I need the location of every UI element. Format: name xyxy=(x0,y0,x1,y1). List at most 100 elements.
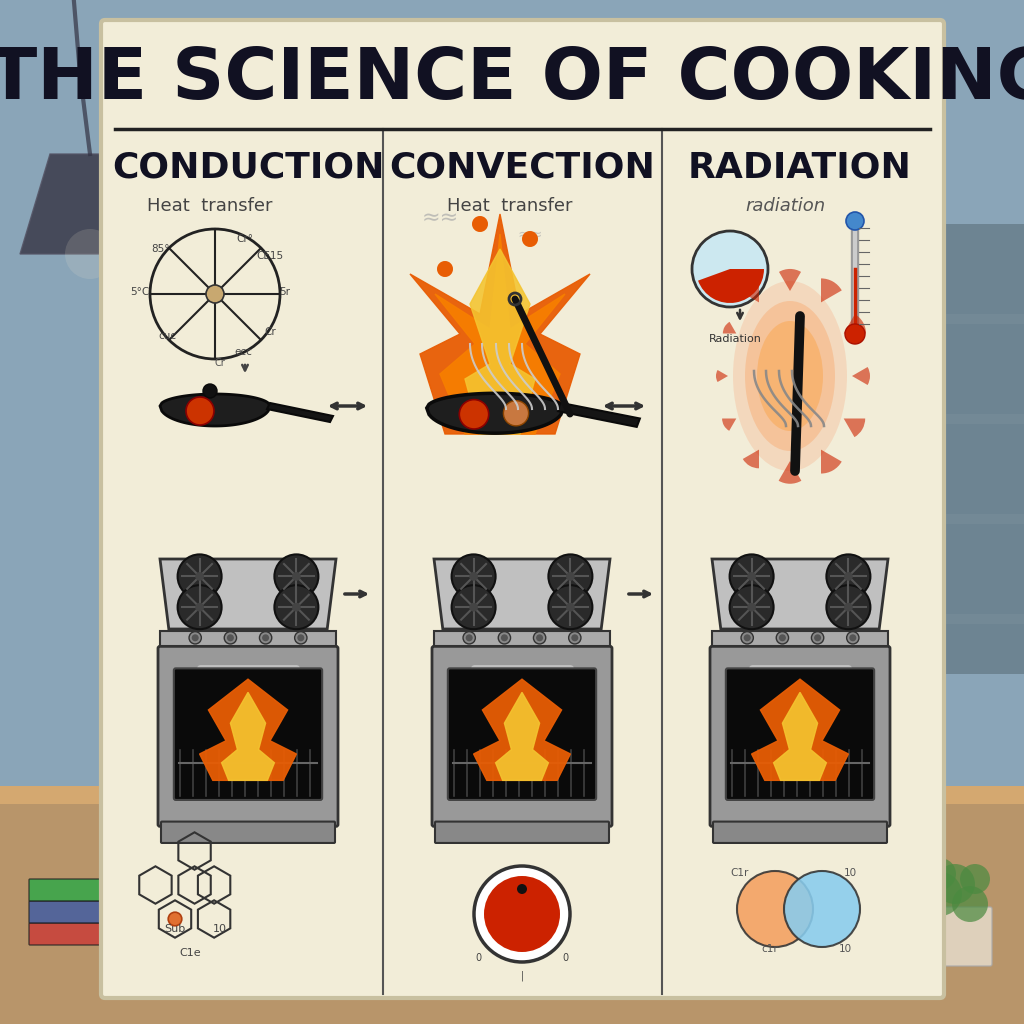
Circle shape xyxy=(469,603,478,611)
Circle shape xyxy=(918,872,962,916)
Circle shape xyxy=(566,603,574,611)
Wedge shape xyxy=(779,269,801,291)
Text: Cr: Cr xyxy=(264,327,275,337)
Circle shape xyxy=(196,572,204,581)
Polygon shape xyxy=(473,679,570,780)
Text: cuc: cuc xyxy=(158,331,176,341)
Bar xyxy=(720,334,744,404)
Circle shape xyxy=(189,632,202,644)
Polygon shape xyxy=(773,692,826,780)
Polygon shape xyxy=(160,559,336,629)
Bar xyxy=(700,414,1024,424)
Circle shape xyxy=(729,554,773,598)
Text: RADIATION: RADIATION xyxy=(688,150,912,184)
Polygon shape xyxy=(410,214,590,434)
Circle shape xyxy=(844,603,853,611)
Circle shape xyxy=(206,285,224,303)
Bar xyxy=(700,314,1024,324)
Circle shape xyxy=(452,554,496,598)
Circle shape xyxy=(845,324,865,344)
Wedge shape xyxy=(844,314,866,334)
Text: Cr: Cr xyxy=(215,358,225,368)
Text: 0: 0 xyxy=(475,953,481,963)
FancyBboxPatch shape xyxy=(174,669,323,800)
FancyBboxPatch shape xyxy=(29,879,151,901)
FancyBboxPatch shape xyxy=(29,923,151,945)
Bar xyxy=(831,334,856,404)
Circle shape xyxy=(65,229,115,279)
Text: Heat  transfer: Heat transfer xyxy=(147,197,272,215)
Circle shape xyxy=(203,384,217,398)
FancyBboxPatch shape xyxy=(710,646,890,826)
Bar xyxy=(730,434,758,514)
Wedge shape xyxy=(852,367,870,385)
Circle shape xyxy=(847,632,859,644)
Bar xyxy=(700,514,1024,524)
Text: THE SCIENCE OF COOKING: THE SCIENCE OF COOKING xyxy=(0,44,1024,114)
Circle shape xyxy=(262,634,269,641)
Circle shape xyxy=(501,634,508,641)
Text: CE15: CE15 xyxy=(256,251,284,261)
Circle shape xyxy=(826,585,870,629)
FancyBboxPatch shape xyxy=(726,669,874,800)
Bar xyxy=(760,434,778,514)
FancyBboxPatch shape xyxy=(29,901,151,923)
Wedge shape xyxy=(698,269,764,303)
Bar xyxy=(160,631,336,646)
Wedge shape xyxy=(437,261,453,278)
Circle shape xyxy=(737,871,813,947)
Circle shape xyxy=(177,585,221,629)
Wedge shape xyxy=(778,461,802,483)
Text: 5°C: 5°C xyxy=(130,287,150,297)
Polygon shape xyxy=(752,679,849,780)
Circle shape xyxy=(274,554,318,598)
Bar xyxy=(700,224,1024,674)
Circle shape xyxy=(814,634,821,641)
Circle shape xyxy=(568,632,581,644)
Circle shape xyxy=(292,603,301,611)
Circle shape xyxy=(177,554,221,598)
Bar xyxy=(0,794,1024,1024)
Polygon shape xyxy=(20,154,160,254)
Ellipse shape xyxy=(733,281,847,471)
Circle shape xyxy=(743,634,751,641)
Polygon shape xyxy=(221,692,274,780)
FancyBboxPatch shape xyxy=(432,646,612,826)
Circle shape xyxy=(186,397,214,425)
Text: 85°: 85° xyxy=(151,244,169,254)
Circle shape xyxy=(224,632,237,644)
Wedge shape xyxy=(723,322,736,334)
Text: |: | xyxy=(520,971,523,981)
Ellipse shape xyxy=(745,301,835,451)
Polygon shape xyxy=(267,403,333,422)
Text: 10: 10 xyxy=(839,944,852,954)
Circle shape xyxy=(469,572,478,581)
Wedge shape xyxy=(821,450,842,473)
Circle shape xyxy=(274,585,318,629)
Circle shape xyxy=(484,876,560,952)
Circle shape xyxy=(692,231,768,307)
Circle shape xyxy=(776,632,788,644)
Text: Radiation: Radiation xyxy=(709,334,762,344)
Text: radiation: radiation xyxy=(744,197,825,215)
Circle shape xyxy=(741,632,754,644)
Ellipse shape xyxy=(757,321,823,431)
Polygon shape xyxy=(712,559,888,629)
Wedge shape xyxy=(844,419,865,437)
Text: C1e: C1e xyxy=(179,948,201,958)
Polygon shape xyxy=(435,234,565,434)
Text: Heat  transfer: Heat transfer xyxy=(447,197,572,215)
Circle shape xyxy=(566,572,574,581)
Wedge shape xyxy=(742,450,759,468)
Bar xyxy=(0,0,1024,824)
Text: 10: 10 xyxy=(213,924,227,934)
Wedge shape xyxy=(522,231,538,247)
Circle shape xyxy=(549,585,593,629)
Text: CONDUCTION: CONDUCTION xyxy=(112,150,384,184)
Circle shape xyxy=(196,603,204,611)
FancyBboxPatch shape xyxy=(161,821,335,843)
Circle shape xyxy=(168,912,182,926)
Circle shape xyxy=(935,864,975,904)
Circle shape xyxy=(961,864,990,894)
Circle shape xyxy=(499,632,511,644)
